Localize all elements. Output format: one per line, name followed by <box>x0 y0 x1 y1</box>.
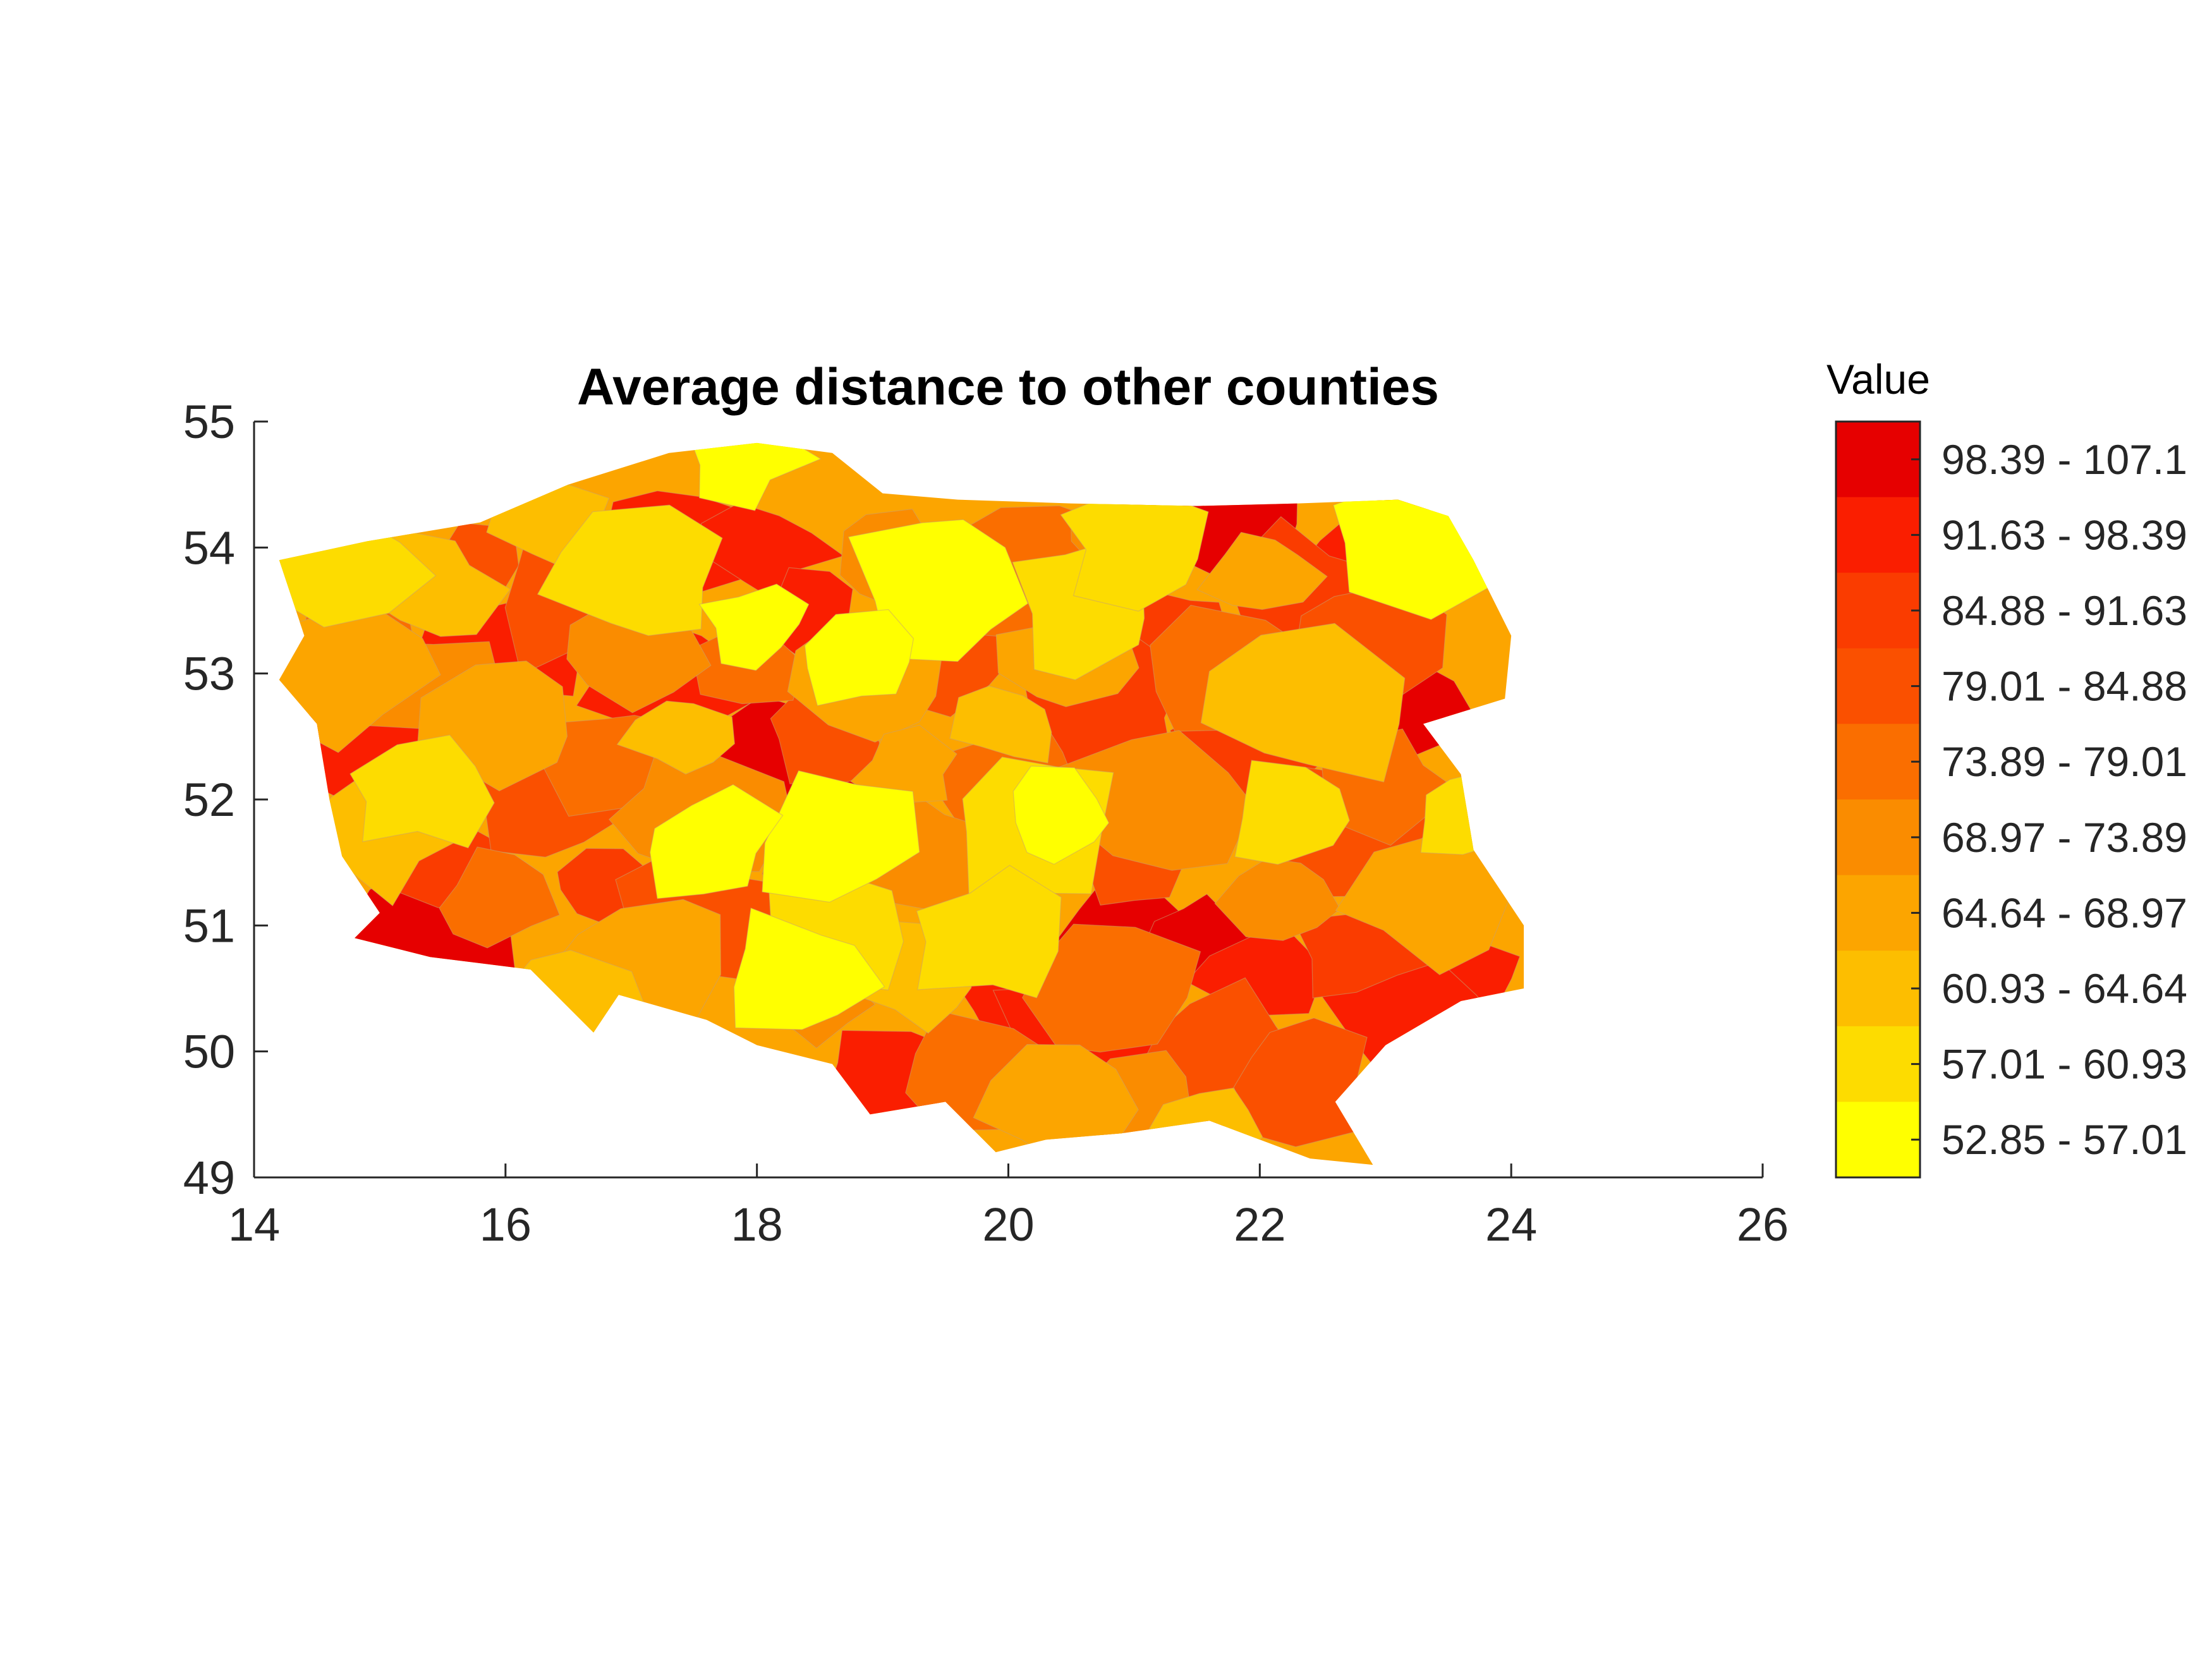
legend-swatch <box>1836 799 1920 876</box>
legend-label: 57.01 - 60.93 <box>1942 1041 2187 1088</box>
legend-label: 60.93 - 64.64 <box>1942 965 2187 1012</box>
x-tick-label: 26 <box>1737 1198 1789 1251</box>
y-tick-label: 53 <box>183 648 235 700</box>
colorbar-legend: Value 98.39 - 107.1 91.63 - 98.39 84.88 - … <box>1826 356 2187 1179</box>
y-tick-label: 54 <box>183 521 235 574</box>
chart-title: Average distance to other counties <box>577 358 1439 416</box>
county-region <box>1233 1018 1368 1148</box>
y-tick-label: 51 <box>183 899 235 952</box>
county-region <box>1234 760 1350 865</box>
county-region <box>616 700 735 775</box>
legend-swatch <box>1836 422 1920 498</box>
x-tick-label: 24 <box>1485 1198 1537 1251</box>
legend-label: 79.01 - 84.88 <box>1942 663 2187 710</box>
county-region <box>733 907 885 1030</box>
legend-label: 98.39 - 107.1 <box>1942 436 2187 483</box>
legend-swatch <box>1836 724 1920 800</box>
x-tick-label: 14 <box>228 1198 280 1251</box>
y-tick-label: 50 <box>183 1026 235 1078</box>
map-area <box>279 442 1524 1165</box>
county-region <box>1196 532 1328 611</box>
legend-title: Value <box>1826 356 1930 403</box>
legend-swatch <box>1836 497 1920 573</box>
legend-label: 52.85 - 57.01 <box>1942 1116 2187 1163</box>
x-tick-label: 16 <box>480 1198 532 1251</box>
county-region <box>349 734 495 849</box>
x-tick-label: 22 <box>1234 1198 1285 1251</box>
colorbar-frame <box>1835 420 1921 1179</box>
x-tick-label: 20 <box>982 1198 1034 1251</box>
legend-label: 68.97 - 73.89 <box>1942 814 2187 861</box>
county-region <box>1012 765 1110 865</box>
county-region <box>537 504 723 636</box>
y-tick-label: 52 <box>183 774 235 826</box>
legend-label: 91.63 - 98.39 <box>1942 511 2187 558</box>
x-tick-label: 18 <box>731 1198 783 1251</box>
legend-swatch <box>1836 1026 1920 1102</box>
county-layer <box>279 442 1524 1165</box>
legend-swatch <box>1836 648 1920 724</box>
county-region <box>649 784 784 899</box>
county-region <box>698 583 810 671</box>
county-region <box>1214 858 1341 941</box>
county-region <box>804 609 915 707</box>
x-ticks: 14 16 18 20 22 24 26 <box>228 1164 1789 1251</box>
y-tick-label: 55 <box>183 396 235 448</box>
legend-swatch <box>1836 875 1920 951</box>
axes: 14 16 18 20 22 24 26 49 50 51 52 53 54 55 <box>183 396 1789 1251</box>
county-region <box>949 685 1052 764</box>
legend-swatch <box>1836 1102 1920 1178</box>
county-region <box>1200 623 1406 783</box>
y-tick-label: 49 <box>183 1152 235 1204</box>
legend-swatch <box>1836 573 1920 649</box>
county-region <box>916 865 1062 999</box>
county-region <box>439 846 561 949</box>
legend-label: 84.88 - 91.63 <box>1942 587 2187 634</box>
legend-bins: 98.39 - 107.1 91.63 - 98.39 84.88 - 91.63 7… <box>1836 422 2187 1178</box>
legend-label: 73.89 - 79.01 <box>1942 738 2187 785</box>
y-ticks: 49 50 51 52 53 54 55 <box>183 396 268 1204</box>
legend-swatch <box>1836 951 1920 1027</box>
county-region <box>850 724 957 803</box>
legend-label: 64.64 - 68.97 <box>1942 889 2187 936</box>
